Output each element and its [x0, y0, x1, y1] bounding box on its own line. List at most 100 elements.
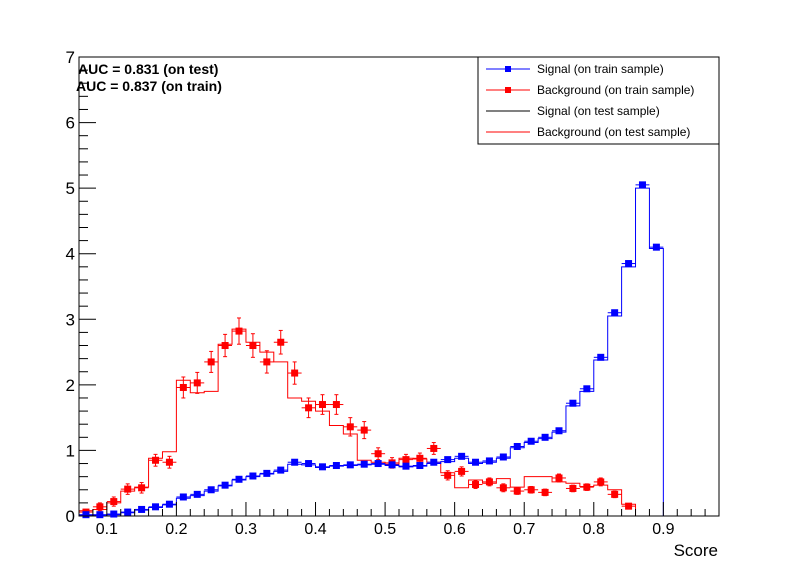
- y-tick-label: 1: [66, 441, 75, 460]
- background-train-marker: [541, 488, 549, 496]
- background-train-marker: [318, 401, 326, 409]
- signal-train-point: [621, 260, 636, 268]
- background-train-point: [273, 329, 288, 355]
- background-train-marker: [555, 474, 563, 482]
- background-train-point: [426, 442, 441, 455]
- signal-train-point: [357, 460, 372, 468]
- background-train-point: [510, 487, 525, 495]
- signal-train-point: [273, 466, 288, 474]
- signal-train-point: [496, 453, 511, 461]
- signal-train-point: [440, 456, 455, 464]
- legend-background-train-marker: [505, 87, 511, 93]
- background-train-point: [232, 317, 246, 345]
- signal-train-point: [176, 493, 191, 501]
- signal-train-marker: [263, 469, 271, 477]
- x-axis-label: Score: [674, 541, 718, 560]
- legend-signal-test-label: Signal (on test sample): [537, 104, 660, 118]
- signal-train-point: [454, 452, 469, 460]
- signal-train-point: [426, 458, 441, 466]
- background-train-point: [371, 447, 386, 461]
- background-train-point: [607, 490, 622, 499]
- background-train-marker: [430, 444, 438, 452]
- signal-train-point: [635, 181, 650, 189]
- background-train-point: [496, 483, 511, 493]
- signal-train-point: [106, 510, 121, 518]
- background-train-point: [621, 502, 636, 510]
- signal-train-marker: [152, 503, 160, 511]
- background-train-point: [593, 477, 608, 487]
- signal-train-marker: [611, 309, 619, 317]
- background-train-marker: [485, 478, 493, 486]
- background-train-marker: [263, 358, 271, 366]
- signal-train-point: [120, 508, 135, 516]
- signal-train-marker: [527, 437, 535, 445]
- background-test-step: [78, 328, 637, 516]
- background-train-marker: [221, 342, 229, 350]
- background-train-marker: [332, 401, 340, 409]
- background-train-marker: [402, 456, 410, 464]
- background-train-marker: [165, 458, 173, 466]
- signal-train-marker: [583, 385, 591, 393]
- signal-train-point: [245, 472, 260, 480]
- signal-train-marker: [318, 463, 326, 471]
- signal-train-point: [524, 437, 539, 445]
- background-train-point: [524, 485, 539, 494]
- signal-train-marker: [346, 461, 354, 469]
- background-train-point: [190, 371, 205, 394]
- x-tick-label: 0.3: [235, 521, 257, 538]
- signal-train-point: [134, 505, 149, 513]
- background-train-marker: [138, 484, 146, 492]
- background-train-point: [440, 470, 455, 481]
- background-train-marker: [444, 471, 452, 479]
- background-train-point: [454, 466, 469, 477]
- y-tick-label: 3: [66, 310, 75, 329]
- background-train-point: [92, 502, 107, 512]
- signal-train-marker: [416, 462, 424, 470]
- background-train-point: [357, 421, 372, 440]
- background-train-point: [343, 417, 358, 437]
- signal-train-point: [259, 469, 274, 477]
- x-tick-label: 0.6: [444, 521, 466, 538]
- background-train-marker: [249, 342, 257, 350]
- signal-train-marker: [485, 457, 493, 465]
- background-train-point: [538, 488, 553, 497]
- signal-train-marker: [374, 460, 382, 468]
- background-train-marker: [291, 369, 299, 377]
- signal-train-marker: [96, 511, 104, 519]
- signal-train-marker: [124, 508, 132, 516]
- signal-train-point: [482, 457, 497, 465]
- x-tick-label: 0.8: [583, 521, 605, 538]
- signal-train-point: [343, 461, 358, 469]
- signal-train-marker: [332, 462, 340, 470]
- signal-train-point: [412, 462, 427, 470]
- signal-train-marker: [597, 353, 605, 361]
- background-train-marker: [625, 502, 633, 510]
- background-train-marker: [207, 358, 215, 366]
- signal-train-marker: [193, 490, 201, 498]
- signal-train-point: [468, 458, 483, 466]
- legend-box: [477, 56, 720, 145]
- signal-train-marker: [360, 460, 368, 468]
- background-train-point: [468, 480, 483, 489]
- signal-train-point: [538, 433, 553, 441]
- x-tick-label: 0.7: [513, 521, 535, 538]
- y-tick-label: 6: [66, 114, 75, 133]
- background-train-point: [259, 350, 274, 374]
- signal-train-marker: [638, 181, 646, 189]
- background-train-point: [579, 483, 594, 491]
- signal-train-points: [79, 181, 664, 519]
- signal-train-marker: [179, 493, 187, 501]
- signal-train-marker: [249, 472, 257, 480]
- background-train-marker: [513, 487, 521, 495]
- y-tick-label: 2: [66, 376, 75, 395]
- background-train-point: [482, 477, 497, 487]
- x-tick-label: 0.9: [652, 521, 674, 538]
- auc-test-annotation: AUC = 0.831 (on test): [78, 61, 218, 77]
- y-tick-label: 5: [66, 179, 75, 198]
- signal-train-point: [315, 463, 330, 471]
- background-train-marker: [527, 486, 535, 494]
- background-train-point: [245, 333, 260, 358]
- background-train-point: [218, 333, 233, 358]
- signal-train-marker: [472, 458, 480, 466]
- background-train-point: [106, 496, 121, 507]
